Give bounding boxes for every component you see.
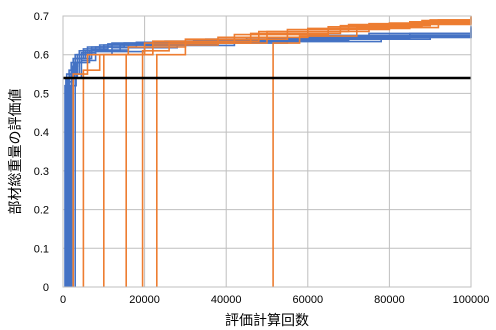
series-line [156,18,472,287]
x-tick-label: 0 [60,294,66,306]
y-tick-label: 0.2 [34,205,49,217]
series-line [103,16,472,287]
y-tick-label: 0 [43,282,49,294]
y-axis-title: 部材総重量の評価値 [8,89,24,215]
series-line [82,19,472,287]
x-axis-title: 評価計算回数 [225,313,309,329]
y-tick-label: 0.5 [34,88,49,100]
x-tick-label: 80000 [374,294,405,306]
series-line [70,25,472,287]
gridlines [62,15,472,288]
x-tick-label: 40000 [211,294,242,306]
x-tick-label: 100000 [453,294,490,306]
y-tick-label: 0.4 [34,127,49,139]
series-line [125,19,472,287]
y-tick-label: 0.7 [34,11,49,23]
series-line [141,16,472,287]
series-group [64,16,472,287]
y-tick-label: 0.3 [34,166,49,178]
y-tick-label: 0.6 [34,50,49,62]
plot-area-frame [62,15,472,288]
series-line [72,17,472,287]
x-tick-label: 60000 [293,294,324,306]
series-line [272,17,472,287]
x-tick-label: 20000 [129,294,160,306]
y-tick-label: 0.1 [34,243,49,255]
tick-labels: 0 0.1 0.2 0.3 0.4 0.5 0.6 0.7 0 20000 40000 60000 80… [34,11,490,306]
